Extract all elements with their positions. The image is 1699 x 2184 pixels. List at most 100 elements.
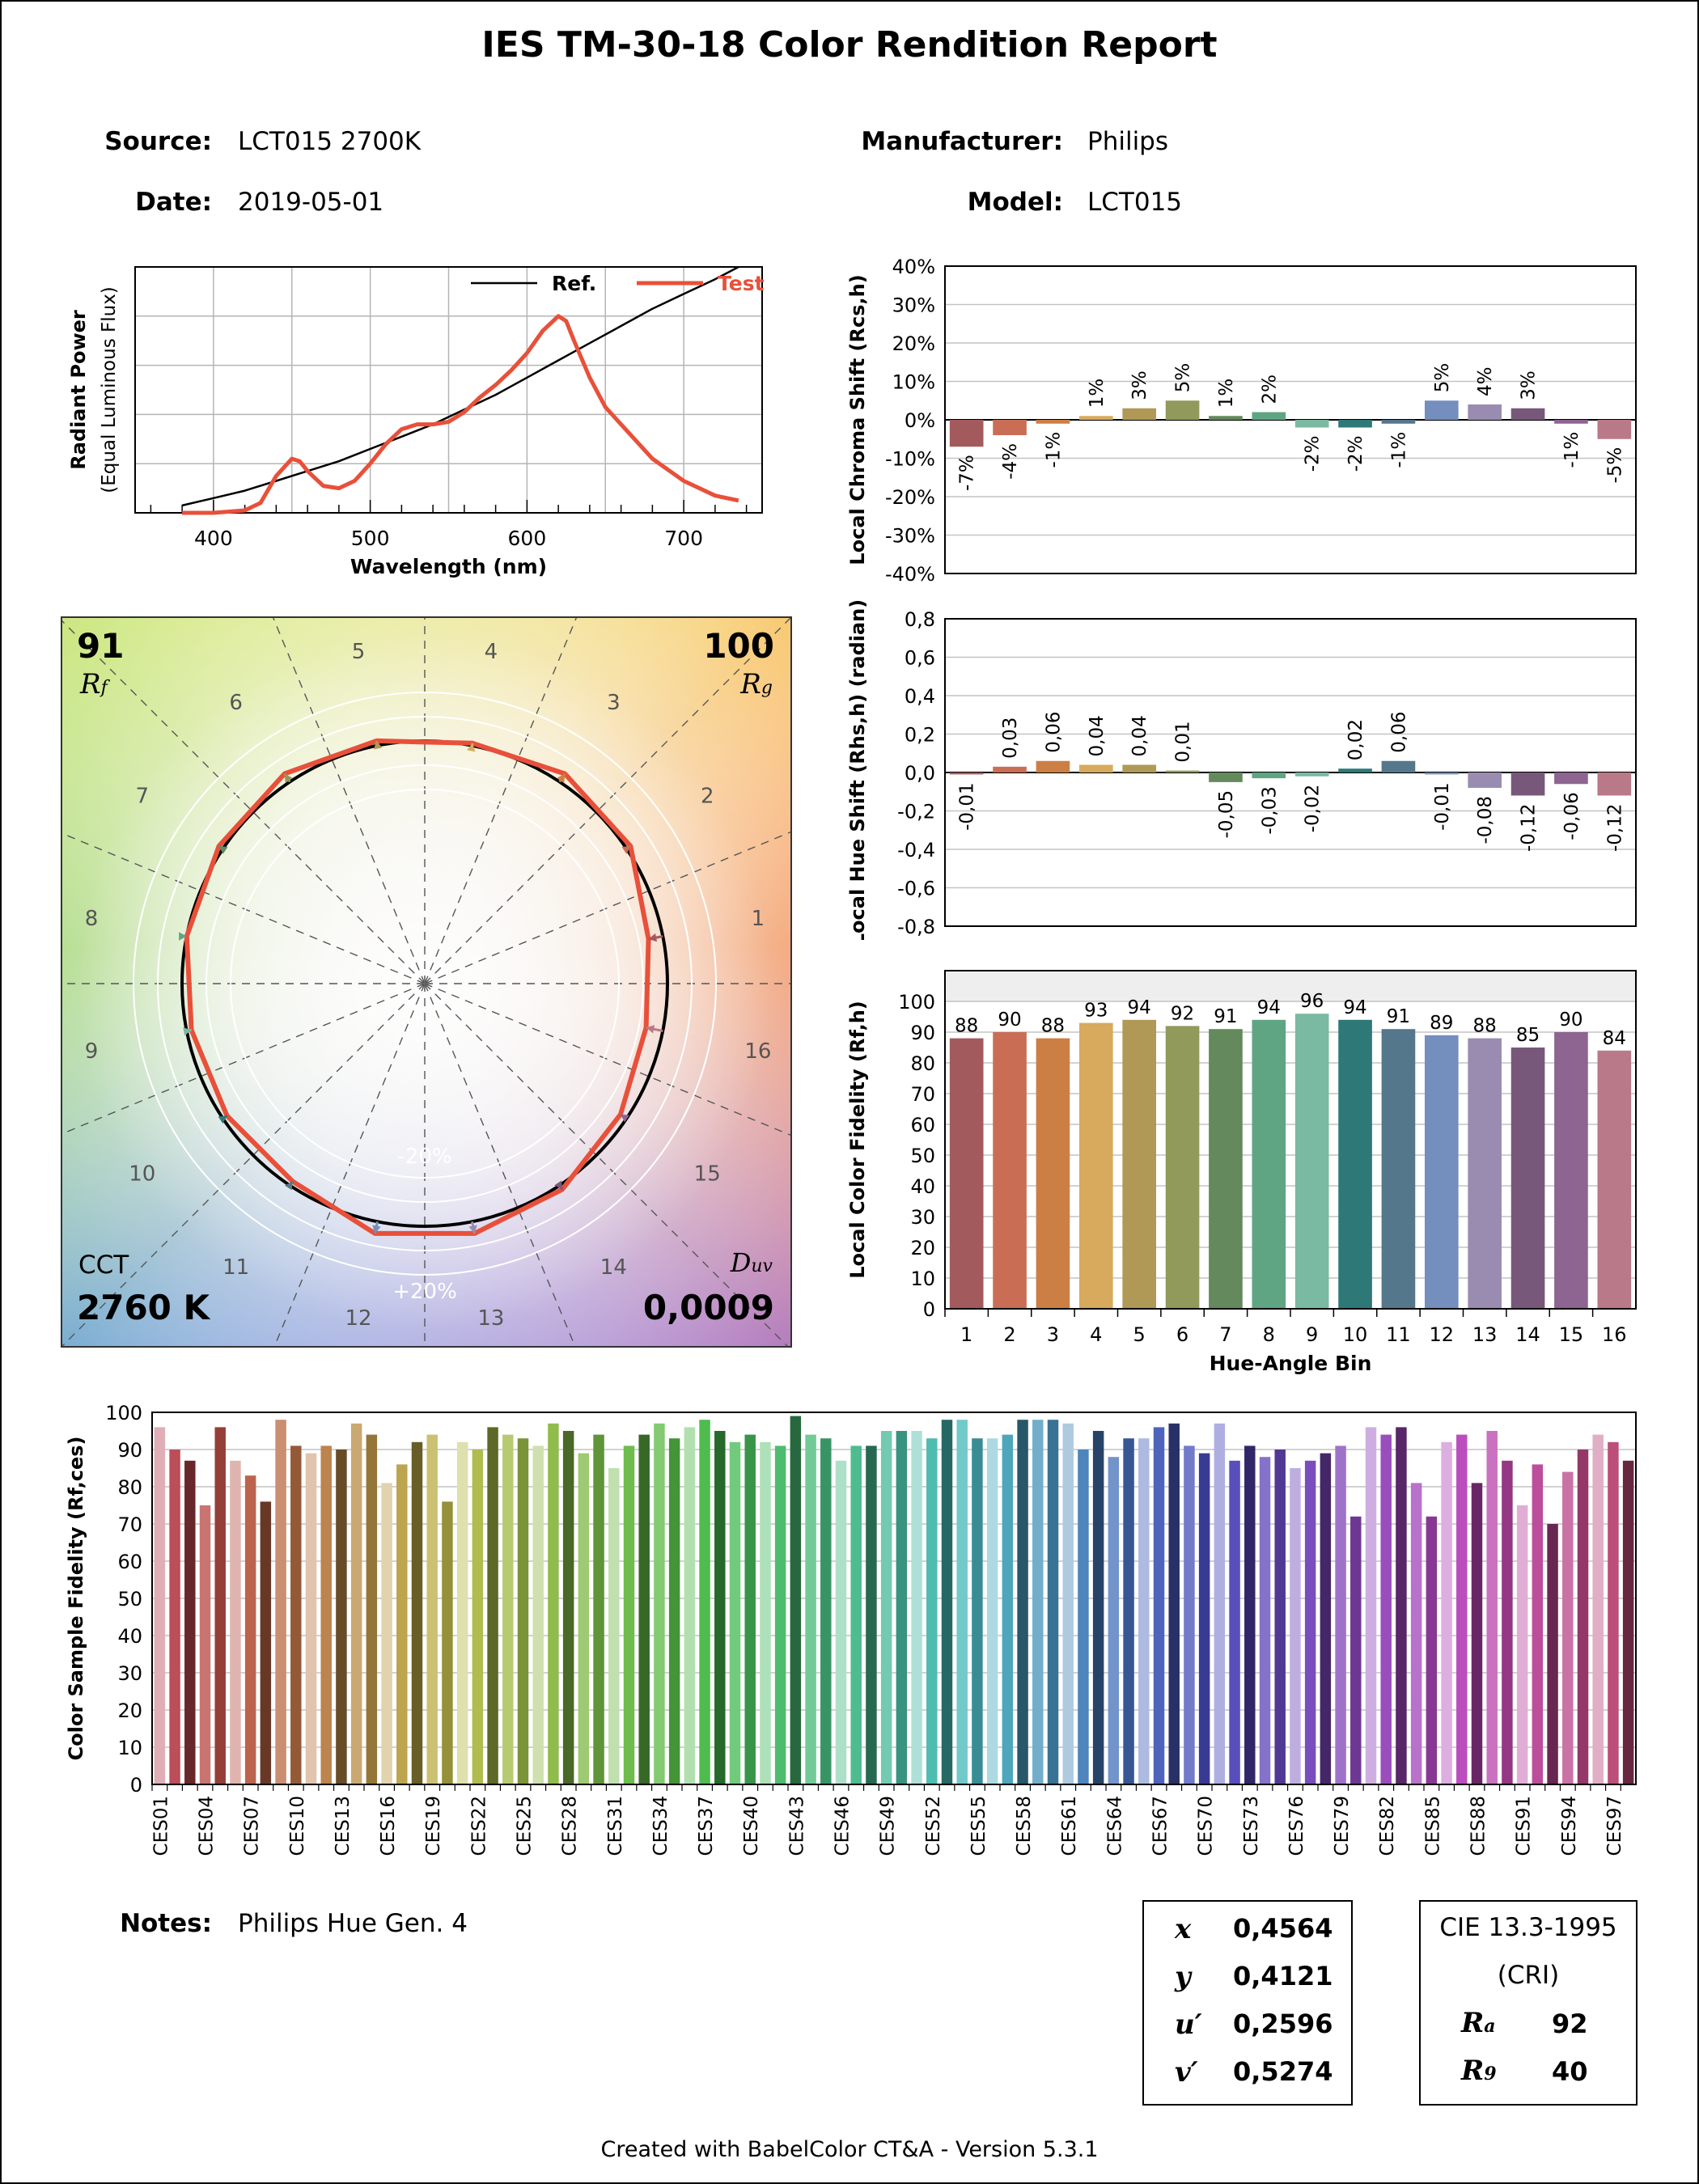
- ces-bar-35: [668, 1438, 680, 1784]
- hue-bar-4: [1078, 764, 1113, 772]
- ces-x-tick-label: CES67: [1150, 1796, 1172, 1856]
- vg-shift-arrowhead: [218, 1115, 227, 1124]
- ces-bar-04: [199, 1505, 211, 1784]
- chroma-y-tick-label: -20%: [885, 486, 935, 509]
- ces-x-tick-label: CES25: [515, 1796, 536, 1856]
- ces-x-tick-label: CES43: [786, 1796, 807, 1856]
- fidelity-value-label: 94: [1343, 997, 1366, 1018]
- vg-shift-arrowhead: [183, 1027, 192, 1036]
- ces-bar-70: [1198, 1453, 1210, 1784]
- chroma-value-label: 2%: [1259, 375, 1280, 404]
- ces-bar-05: [214, 1427, 226, 1784]
- hue-bar-2: [993, 766, 1027, 772]
- chroma-value-label: 3%: [1129, 370, 1150, 400]
- ces-bar-63: [1092, 1431, 1104, 1784]
- ces-y-tick-label: 30: [117, 1662, 142, 1685]
- cct-label: CCT: [78, 1251, 129, 1280]
- source-label: Source:: [104, 127, 212, 156]
- ces-bar-16: [381, 1483, 392, 1784]
- ces-bar-30: [593, 1434, 604, 1784]
- vg-shift-arrowhead: [648, 933, 658, 942]
- chroma-y-tick-label: 20%: [892, 332, 935, 355]
- fidelity-value-label: 84: [1603, 1028, 1626, 1049]
- ces-x-tick-label: CES64: [1104, 1796, 1125, 1856]
- fidelity-bar-5: [1122, 1019, 1157, 1309]
- ces-bar-10: [290, 1445, 302, 1784]
- hue-y-tick-label: -0,4: [897, 839, 935, 861]
- vg-bin-spoke: [424, 983, 790, 1136]
- ra-label: Ra: [1461, 2007, 1496, 2039]
- ces-bar-83: [1396, 1427, 1407, 1784]
- vg-bin-label: 2: [701, 785, 714, 809]
- fidelity-value-label: 91: [1214, 1006, 1237, 1027]
- vg-bin-spoke: [62, 620, 426, 984]
- ces-bar-77: [1304, 1460, 1316, 1784]
- ces-plot-frame: [151, 1412, 1637, 1785]
- vg-shift-arrowhead: [620, 1114, 629, 1123]
- ces-bar-91: [1516, 1505, 1528, 1784]
- vg-plus-20-label: +20%: [392, 1280, 457, 1304]
- fidelity-x-tick-label: 15: [1559, 1323, 1584, 1346]
- ces-bar-79: [1335, 1445, 1346, 1784]
- hue-value-label: -0,05: [1216, 790, 1237, 839]
- fidelity-bar-4: [1078, 1022, 1113, 1309]
- ces-bar-38: [714, 1431, 726, 1784]
- ces-bar-19: [426, 1434, 438, 1784]
- chroma-plot-frame: [944, 265, 1637, 574]
- hue-bar-11: [1381, 760, 1416, 772]
- spd-chart: 400 500 600 700 Wavelength (nm) Radiant Power…: [67, 265, 765, 578]
- ces-x-tick-label: CES55: [968, 1796, 989, 1856]
- hue-value-label: -0,01: [1432, 782, 1453, 831]
- vg-shift-arrowhead: [468, 1225, 477, 1234]
- ces-bar-39: [729, 1441, 741, 1784]
- ces-bar-06: [230, 1460, 241, 1784]
- ces-bar-49: [880, 1431, 892, 1784]
- hue-y-tick-label: -0,2: [897, 801, 935, 823]
- ces-y-tick-label: 50: [117, 1588, 142, 1610]
- ces-x-tick-label: CES85: [1422, 1796, 1443, 1856]
- vg-shift-arrowhead: [284, 1181, 293, 1191]
- chroma-value-label: 3%: [1519, 370, 1540, 400]
- ces-bar-54: [956, 1420, 968, 1784]
- spd-plot-frame: [134, 266, 763, 514]
- ces-x-tick-label: CES07: [242, 1796, 263, 1856]
- chroma-y-tick-label: -10%: [885, 448, 935, 471]
- chroma-bar-11: [1381, 420, 1416, 424]
- rg-label-sub: g: [761, 678, 773, 698]
- chroma-y-tick-label: 0%: [905, 409, 935, 432]
- vg-bin-label: 7: [136, 785, 150, 809]
- vg-bin-spoke: [273, 983, 426, 1346]
- fidelity-above-100-band: [945, 971, 1636, 1001]
- fidelity-value-label: 93: [1084, 1001, 1108, 1022]
- fidelity-value-label: 88: [1041, 1016, 1065, 1037]
- fidelity-value-label: 90: [1559, 1009, 1582, 1031]
- ces-bar-01: [154, 1427, 166, 1784]
- duv-label-sub: uv: [751, 1256, 773, 1276]
- date-value: 2019-05-01: [238, 188, 384, 217]
- fidelity-y-tick-label: 90: [910, 1022, 935, 1044]
- ces-bar-82: [1380, 1434, 1392, 1784]
- footer-credit: Created with BabelColor CT&A - Version 5…: [600, 2137, 1099, 2162]
- fidelity-y-tick-label: 30: [910, 1206, 935, 1229]
- ces-bar-94: [1562, 1471, 1574, 1784]
- hue-bar-16: [1597, 772, 1632, 796]
- vg-bin-label: 10: [129, 1162, 155, 1186]
- ces-x-tick-label: CES34: [650, 1796, 672, 1856]
- ces-bar-07: [244, 1475, 256, 1784]
- fidelity-value-label: 94: [1257, 997, 1281, 1018]
- ces-bar-88: [1471, 1483, 1483, 1784]
- vg-bin-label: 9: [85, 1039, 99, 1064]
- chroma-shift-chart: 40% 30% 20% 10% 0% -10% -20% -30% -40% -7% -4% -1% 1…: [846, 256, 1637, 584]
- ces-bar-66: [1138, 1438, 1150, 1784]
- spd-x-tick-label: 700: [664, 527, 703, 550]
- fidelity-value-label: 96: [1300, 991, 1324, 1012]
- ces-bar-68: [1168, 1423, 1180, 1784]
- rg-value: 100: [703, 626, 774, 666]
- ces-bar-20: [442, 1501, 453, 1784]
- ces-bar-12: [320, 1445, 332, 1784]
- ces-x-tick-label: CES16: [378, 1796, 399, 1856]
- spd-series-test-line: [182, 314, 739, 515]
- ces-x-tick-label: CES31: [605, 1796, 626, 1856]
- ces-bar-76: [1290, 1468, 1301, 1784]
